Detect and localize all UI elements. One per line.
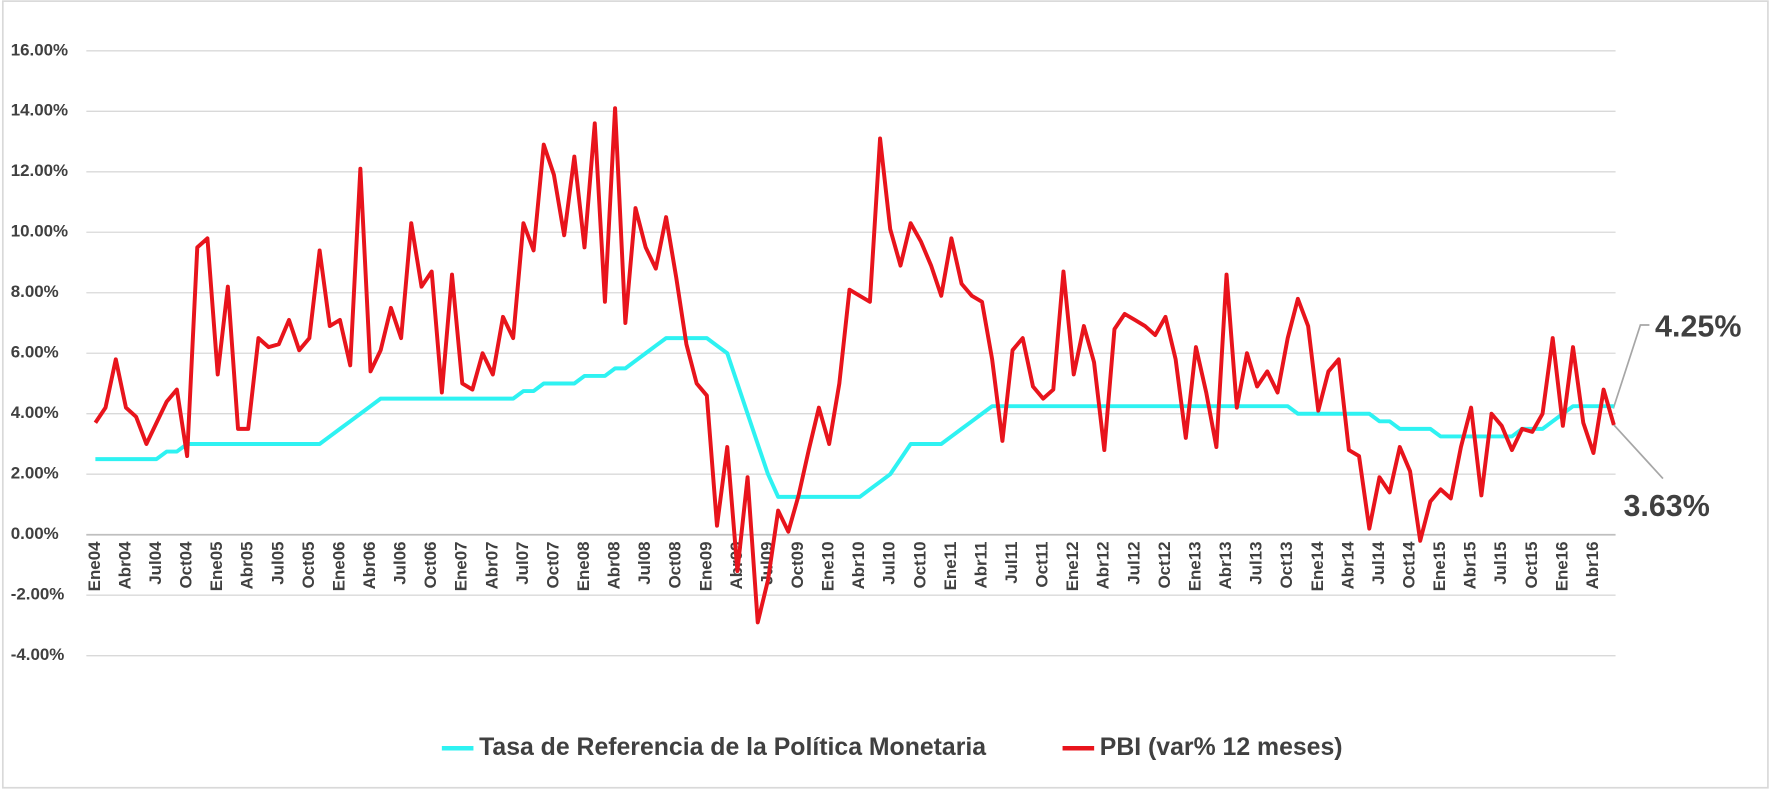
y-tick-label: 10.00% [11, 222, 68, 241]
leader-line [1612, 423, 1664, 480]
y-tick-label: 0.00% [11, 524, 59, 543]
x-tick-label: Oct05 [299, 541, 318, 588]
x-tick-label: Ene09 [696, 541, 715, 591]
y-tick-label: 2.00% [11, 464, 59, 483]
plot [93, 106, 1616, 625]
x-tick-label: Ene10 [819, 541, 838, 591]
x-tick-label: Oct04 [177, 541, 196, 589]
y-tick-label: 8.00% [11, 282, 59, 301]
y-tick-label: 6.00% [11, 343, 59, 362]
x-tick-label: Ene04 [85, 541, 104, 591]
x-tick-label: Oct07 [543, 541, 562, 588]
leader-line [1612, 324, 1650, 409]
x-tick-label: Abr10 [849, 541, 868, 589]
x-tick-label: Jul11 [1002, 541, 1021, 583]
x-tick-label: Oct10 [910, 541, 929, 588]
y-tick-label: 14.00% [11, 101, 68, 120]
legend-label: PBI (var% 12 meses) [1100, 734, 1343, 761]
x-tick-label: Abr13 [1216, 541, 1235, 589]
x-tick-label: Oct12 [1155, 541, 1174, 588]
x-tick-label: Jul12 [1124, 541, 1143, 584]
y-tick-label: -4.00% [11, 645, 65, 664]
x-tick-label: Abr07 [482, 541, 501, 589]
x-tick-label: Oct15 [1522, 541, 1541, 588]
x-tick-label: Ene06 [329, 541, 348, 591]
x-axis: Ene04 Abr04 Jul04 Oct04 Ene05 Abr05 Jul05 Oct05… [85, 541, 1602, 591]
x-tick-label: Jul15 [1491, 541, 1510, 584]
x-tick-label: Ene16 [1552, 541, 1571, 591]
x-tick-label: Abr15 [1461, 541, 1480, 589]
x-tick-label: Abr14 [1338, 541, 1357, 590]
x-tick-label: Jul07 [513, 541, 532, 584]
x-tick-label: Ene11 [941, 541, 960, 590]
legend: Tasa de Referencia de la Política Moneta… [441, 734, 1343, 761]
x-tick-label: Oct14 [1399, 541, 1418, 589]
x-tick-label: Ene12 [1063, 541, 1082, 591]
y-tick-label: -2.00% [11, 585, 65, 604]
annotation: 4.25% [1655, 309, 1741, 343]
x-tick-label: Abr16 [1583, 541, 1602, 589]
x-tick-label: Jul14 [1369, 541, 1388, 585]
x-tick-label: Abr05 [238, 541, 257, 589]
x-tick-label: Oct11 [1033, 541, 1052, 587]
y-tick-label: 4.00% [11, 403, 59, 422]
x-tick-label: Abr12 [1094, 541, 1113, 589]
x-tick-label: Ene14 [1308, 541, 1327, 591]
x-tick-label: Jul06 [391, 541, 410, 584]
x-tick-label: Ene05 [207, 541, 226, 591]
x-tick-label: Abr11 [971, 541, 990, 588]
legend-label: Tasa de Referencia de la Política Moneta… [479, 734, 986, 761]
x-tick-label: Jul10 [880, 541, 899, 584]
x-tick-label: Oct08 [666, 541, 685, 588]
x-tick-label: Ene08 [574, 541, 593, 591]
x-tick-label: Jul08 [635, 541, 654, 584]
x-tick-label: Jul04 [146, 541, 165, 585]
y-tick-label: 12.00% [11, 161, 68, 180]
x-tick-label: Abr06 [360, 541, 379, 589]
x-tick-label: Abr08 [605, 541, 624, 589]
x-tick-label: Oct06 [421, 541, 440, 588]
y-tick-label: 16.00% [11, 40, 68, 59]
data-line [95, 336, 1614, 499]
x-tick-label: Oct09 [788, 541, 807, 588]
data-line [93, 106, 1616, 625]
x-tick-label: Jul13 [1247, 541, 1266, 584]
x-tick-label: Oct13 [1277, 541, 1296, 588]
x-tick-label: Jul05 [268, 541, 287, 584]
x-tick-label: Abr04 [115, 541, 134, 590]
x-tick-label: Ene15 [1430, 541, 1449, 591]
x-tick-label: Ene07 [452, 541, 471, 591]
annotation: 3.63% [1623, 489, 1709, 523]
x-tick-label: Ene13 [1185, 541, 1204, 591]
